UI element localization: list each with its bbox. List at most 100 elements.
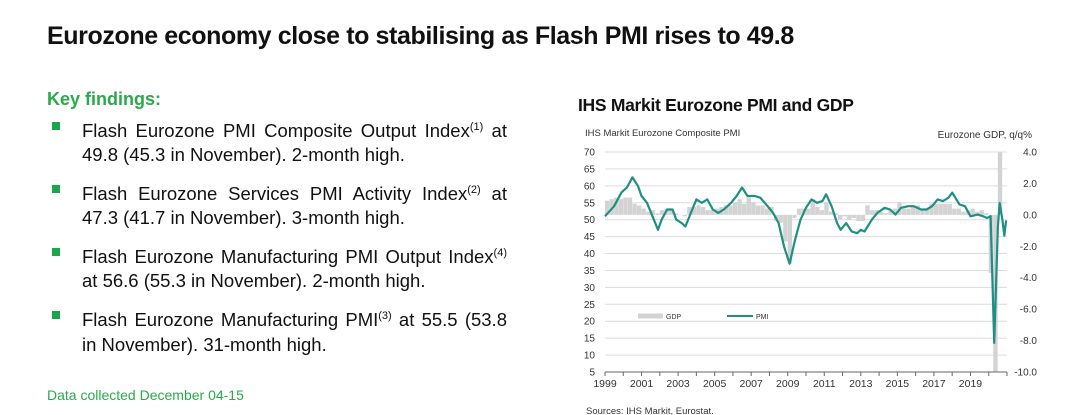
y-tick-left: 60 xyxy=(584,181,596,192)
gdp-bar xyxy=(627,197,633,215)
gdp-bar xyxy=(920,210,925,215)
x-tick-label: 2015 xyxy=(886,378,910,390)
gdp-bar xyxy=(984,213,989,215)
y-tick-right: -2.0 xyxy=(1020,242,1038,253)
y-tick-left: 5 xyxy=(589,368,595,379)
gdp-bar xyxy=(842,214,847,217)
gdp-bar xyxy=(632,203,637,215)
x-tick-label: 2007 xyxy=(740,378,764,390)
gdp-bar xyxy=(737,199,742,215)
gdp-bar xyxy=(700,207,706,215)
bullet-square-icon xyxy=(52,248,60,257)
y-tick-left: 50 xyxy=(584,215,596,226)
gdp-bar xyxy=(682,214,687,217)
key-findings-heading: Key findings: xyxy=(47,89,162,109)
gdp-bar xyxy=(605,200,610,215)
gdp-bar xyxy=(806,208,811,215)
gdp-bar xyxy=(943,203,948,215)
gdp-bar xyxy=(636,205,642,215)
gdp-bar xyxy=(888,210,893,215)
left-axis-label: IHS Markit Eurozone Composite PMI xyxy=(585,128,740,139)
gdp-bar xyxy=(641,208,646,215)
gdp-bar xyxy=(865,205,870,215)
y-tick-right: 2.0 xyxy=(1023,179,1037,190)
gdp-bar xyxy=(792,214,797,218)
legend-pmi-label: PMI xyxy=(756,314,769,321)
list-item: Flash Eurozone Manufacturing PMI(3) at 5… xyxy=(47,304,507,356)
data-collected-note: Data collected December 04-15 xyxy=(47,387,244,403)
y-tick-left: 10 xyxy=(584,351,596,362)
right-axis-label: Eurozone GDP, q/q% xyxy=(938,130,1032,141)
chart-title: IHS Markit Eurozone PMI and GDP xyxy=(578,95,854,115)
y-tick-right: -8.0 xyxy=(1020,336,1038,347)
gdp-bar xyxy=(837,214,843,220)
gdp-bar xyxy=(751,202,756,215)
gdp-bar xyxy=(947,203,952,215)
gdp-bar xyxy=(623,197,628,215)
legend-gdp-label: GDP xyxy=(666,314,682,321)
gdp-bar xyxy=(883,213,888,215)
gdp-bar xyxy=(824,202,829,215)
y-tick-left: 40 xyxy=(584,249,596,260)
gdp-bar xyxy=(851,214,857,218)
gdp-bar xyxy=(723,205,729,215)
gdp-bar xyxy=(961,211,966,215)
chart-source: Sources: IHS Markit, Eurostat. xyxy=(586,406,714,415)
y-tick-left: 70 xyxy=(584,148,596,159)
bullet-square-icon xyxy=(52,311,60,320)
gdp-bar xyxy=(673,213,678,215)
gdp-bar xyxy=(742,203,747,215)
gdp-bar xyxy=(646,211,651,215)
gdp-bar xyxy=(659,210,665,215)
y-tick-left: 45 xyxy=(584,232,596,243)
x-tick-label: 2011 xyxy=(813,378,836,390)
x-tick-label: 2017 xyxy=(922,378,946,390)
gdp-bar xyxy=(828,211,834,215)
x-tick-label: 2019 xyxy=(959,378,983,390)
gdp-bar xyxy=(856,214,861,222)
gdp-bar xyxy=(970,208,975,215)
gdp-bar xyxy=(901,208,907,215)
pmi-gdp-chart: IHS Markit Eurozone Composite PMI Eurozo… xyxy=(584,128,1038,415)
gdp-bar xyxy=(933,203,939,215)
gdp-bar xyxy=(997,152,1003,215)
gdp-bar xyxy=(952,208,957,215)
gdp-bar xyxy=(755,205,761,215)
gdp-bar xyxy=(609,199,614,215)
gdp-bar xyxy=(618,199,624,215)
gdp-bar xyxy=(847,214,852,220)
gdp-bar xyxy=(979,210,984,215)
gdp-bar xyxy=(728,205,733,215)
gdp-bar xyxy=(938,203,943,215)
gdp-bar xyxy=(892,208,898,215)
gdp-bar xyxy=(869,210,875,215)
gdp-bar xyxy=(760,205,765,215)
gdp-bar xyxy=(655,213,660,215)
bullet-square-icon xyxy=(52,185,60,194)
bullet-square-icon xyxy=(52,122,60,130)
y-tick-left: 35 xyxy=(584,266,596,277)
x-tick-label: 2005 xyxy=(703,378,727,390)
x-tick-label: 1999 xyxy=(593,378,617,390)
gdp-bar xyxy=(833,213,838,215)
gdp-bar xyxy=(815,207,820,215)
gdp-bar xyxy=(650,210,656,215)
gdp-bar xyxy=(732,202,738,215)
gdp-bar xyxy=(778,214,783,223)
gdp-bar xyxy=(796,208,802,215)
gdp-bar xyxy=(746,197,751,215)
gdp-bar xyxy=(911,207,916,215)
pmi-line xyxy=(604,176,1008,344)
gdp-bar xyxy=(687,207,692,215)
gdp-bar xyxy=(924,208,930,215)
x-tick-label: 2013 xyxy=(849,378,873,390)
gdp-bar xyxy=(614,197,619,215)
gdp-bar xyxy=(705,210,710,215)
key-findings-list: Flash Eurozone PMI Composite Output Inde… xyxy=(47,115,507,368)
gdp-bar xyxy=(975,211,980,215)
gdp-bar xyxy=(764,208,770,215)
y-tick-right: -6.0 xyxy=(1020,305,1038,316)
gdp-bar xyxy=(956,208,962,215)
gdp-bar xyxy=(691,207,697,215)
gdp-bar xyxy=(668,208,674,215)
